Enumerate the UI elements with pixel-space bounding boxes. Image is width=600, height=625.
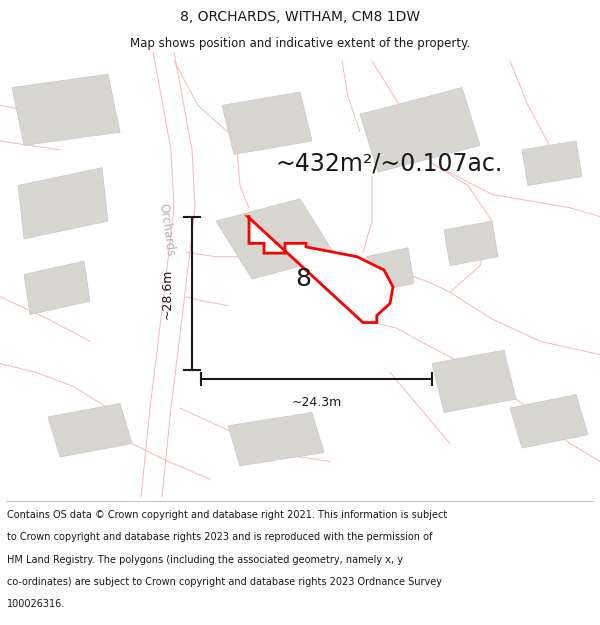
Polygon shape: [432, 350, 516, 413]
Polygon shape: [12, 74, 120, 146]
Text: ~24.3m: ~24.3m: [292, 396, 341, 409]
Polygon shape: [48, 404, 132, 457]
Polygon shape: [522, 141, 582, 186]
Polygon shape: [222, 92, 312, 154]
Polygon shape: [248, 217, 393, 322]
Polygon shape: [228, 412, 324, 466]
Polygon shape: [444, 221, 498, 266]
Polygon shape: [216, 199, 336, 279]
Text: 100026316.: 100026316.: [7, 599, 65, 609]
Text: Map shows position and indicative extent of the property.: Map shows position and indicative extent…: [130, 38, 470, 51]
Polygon shape: [18, 168, 108, 239]
Polygon shape: [366, 248, 414, 292]
Text: ~432m²/~0.107ac.: ~432m²/~0.107ac.: [276, 151, 503, 175]
Polygon shape: [24, 261, 90, 314]
Text: to Crown copyright and database rights 2023 and is reproduced with the permissio: to Crown copyright and database rights 2…: [7, 532, 433, 542]
Text: HM Land Registry. The polygons (including the associated geometry, namely x, y: HM Land Registry. The polygons (includin…: [7, 554, 403, 564]
Polygon shape: [360, 88, 480, 172]
Text: co-ordinates) are subject to Crown copyright and database rights 2023 Ordnance S: co-ordinates) are subject to Crown copyr…: [7, 577, 442, 587]
Text: ~28.6m: ~28.6m: [161, 268, 174, 319]
Text: 8: 8: [295, 267, 311, 291]
Polygon shape: [510, 394, 588, 448]
Text: Orchards: Orchards: [157, 202, 177, 258]
Text: Contains OS data © Crown copyright and database right 2021. This information is : Contains OS data © Crown copyright and d…: [7, 510, 448, 520]
Text: 8, ORCHARDS, WITHAM, CM8 1DW: 8, ORCHARDS, WITHAM, CM8 1DW: [180, 11, 420, 24]
